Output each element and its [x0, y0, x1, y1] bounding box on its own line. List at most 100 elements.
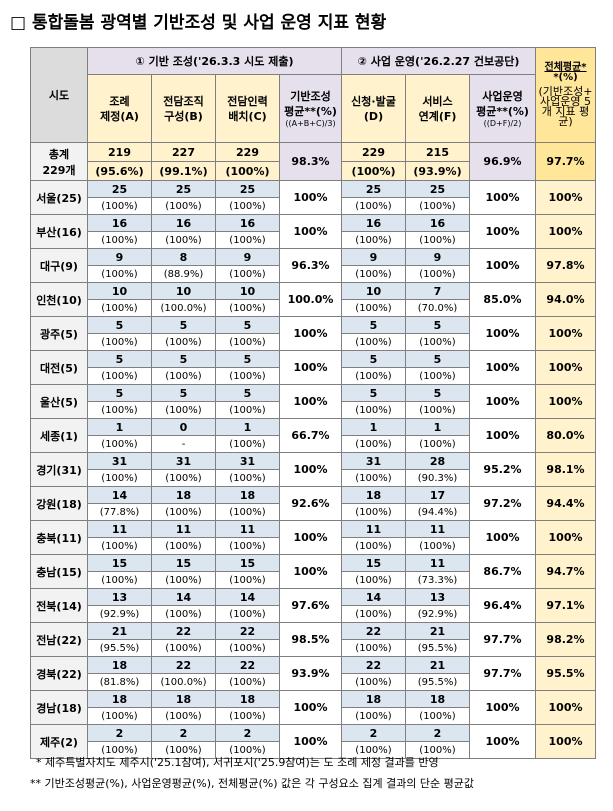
cell-f-pct: (100%) [405, 401, 470, 419]
cell-a-count: 11 [87, 520, 152, 538]
cell-d-count: 2 [341, 724, 406, 742]
cell-op-avg: 100% [468, 316, 537, 351]
cell-c-count: 22 [215, 656, 280, 674]
cell-d-count: 10 [341, 282, 406, 300]
cell-d-pct: (100%) [341, 673, 406, 691]
table-row: 세종(1) 1 0 1 66.7% 1 1 100% 80.0% [30, 418, 597, 453]
cell-b-pct: (100%) [151, 367, 216, 385]
table-row-pct: (100%) (100%) (100%) (100%) (100%) [31, 707, 596, 725]
header-overall-pct: *(%) [553, 72, 578, 83]
cell-d-pct: (100%) [341, 469, 406, 487]
cell-d-count: 9 [341, 248, 406, 266]
cell-overall: 100% [535, 214, 597, 249]
sido-cell: 인천(10) [30, 282, 88, 317]
cell-op-avg: 100% [468, 214, 537, 249]
cell-f-pct: (100%) [405, 537, 470, 555]
cell-f-pct: (100%) [405, 333, 470, 351]
cell-f-count: 17 [405, 486, 470, 504]
table-row: 경북(22) 18 22 22 93.9% 22 21 97.7% 95.5% [30, 656, 597, 691]
cell-b-count: 5 [151, 350, 216, 368]
cell-base-avg: 100% [279, 554, 342, 589]
header-sido: 시도 [30, 47, 88, 143]
table-row: 제주(2) 2 2 2 100% 2 2 100% 100% [30, 724, 597, 759]
cell-a-count: 2 [87, 724, 152, 742]
cell-b-count: 31 [151, 452, 216, 470]
cell-overall: 100% [535, 316, 597, 351]
cell-op-avg: 100% [468, 180, 537, 215]
cell-d-count: 5 [341, 350, 406, 368]
cell-a-count: 31 [87, 452, 152, 470]
table-row: 전북(14) 13 14 14 97.6% 14 13 96.4% 97.1% [30, 588, 597, 623]
cell-overall: 97.8% [535, 248, 597, 283]
page-title: □ 통합돌봄 광역별 기반조성 및 사업 운영 지표 현황 [10, 13, 387, 33]
cell-d-count: 11 [341, 520, 406, 538]
cell-b-count: 5 [151, 384, 216, 402]
cell-f-pct: (100%) [405, 265, 470, 283]
cell-c-count: 18 [215, 690, 280, 708]
cell-overall: 97.1% [535, 588, 597, 623]
cell-op-avg: 100% [468, 248, 537, 283]
cell-f-count: 11 [405, 520, 470, 538]
cell-a-pct: (100%) [87, 367, 152, 385]
cell-b-pct: (100%) [151, 503, 216, 521]
header-f-line1: 서비스 [422, 94, 453, 108]
table-row-pct: (100%) (100%) (100%) (100%) (100%) [31, 197, 596, 215]
cell-a-pct: (81.8%) [87, 673, 152, 691]
cell-d-pct: (100%) [341, 571, 406, 589]
sido-cell: 경북(22) [30, 656, 88, 691]
cell-op-avg: 85.0% [468, 282, 537, 317]
cell-c-count: 25 [215, 180, 280, 198]
cell-a-pct: (100%) [87, 265, 152, 283]
cell-b-pct: (100%) [151, 469, 216, 487]
cell-d-pct: (100%) [341, 707, 406, 725]
table-row-pct: (100%) (100%) (100%) (100%) (100%) [31, 367, 596, 385]
cell-c-count: 5 [215, 350, 280, 368]
cell-f-count: 21 [405, 656, 470, 674]
cell-a-count: 18 [87, 690, 152, 708]
header-base-avg-line2: 평균**(%) [284, 104, 337, 118]
table-row-pct: (81.8%) (100.0%) (100%) (100%) (95.5%) [31, 673, 596, 691]
cell-base-avg: 100% [279, 520, 342, 555]
sido-cell: 광주(5) [30, 316, 88, 351]
cell-d-pct: (100%) [341, 197, 406, 215]
cell-overall: 100% [535, 520, 597, 555]
cell-overall: 100% [535, 690, 597, 725]
cell-d-count: 5 [341, 384, 406, 402]
cell-base-avg: 100% [279, 724, 342, 759]
cell-b-count: 25 [151, 180, 216, 198]
table-row-pct: (100%) (100%) (100%) (100%) (100%) [31, 401, 596, 419]
cell-f-pct: (93.9%) [405, 161, 470, 181]
sido-count: 229개 [42, 163, 76, 177]
footnote-1: * 제주특별자치도 제주시('25.1참여), 서귀포시('25.9참여)는 도… [36, 756, 439, 769]
cell-c-count: 5 [215, 316, 280, 334]
cell-overall: 98.1% [535, 452, 597, 487]
cell-a-count: 14 [87, 486, 152, 504]
table-row-pct: (100%) (100%) (100%) (100%) (100%) [31, 741, 596, 759]
cell-base-avg: 100.0% [279, 282, 342, 317]
cell-c-count: 10 [215, 282, 280, 300]
cell-f-count: 18 [405, 690, 470, 708]
cell-f-pct: (95.5%) [405, 639, 470, 657]
cell-c-pct: (100%) [215, 605, 280, 623]
cell-b-pct: (100%) [151, 605, 216, 623]
header-op-avg-line1: 사업운영 [482, 89, 523, 103]
cell-base-avg: 66.7% [279, 418, 342, 453]
cell-f-count: 16 [405, 214, 470, 232]
sido-cell: 제주(2) [30, 724, 88, 759]
cell-c-pct: (100%) [215, 503, 280, 521]
sido-cell: 충북(11) [30, 520, 88, 555]
sido-cell: 부산(16) [30, 214, 88, 249]
cell-a-pct: (100%) [87, 435, 152, 453]
cell-d-count: 229 [341, 142, 406, 162]
table-row-pct: (100%) (100%) (100%) (100%) (100%) [31, 333, 596, 351]
cell-a-count: 13 [87, 588, 152, 606]
cell-f-count: 7 [405, 282, 470, 300]
cell-op-avg: 100% [468, 350, 537, 385]
cell-f-count: 5 [405, 350, 470, 368]
cell-overall: 95.5% [535, 656, 597, 691]
cell-c-pct: (100%) [215, 231, 280, 249]
cell-base-avg: 93.9% [279, 656, 342, 691]
cell-c-pct: (100%) [215, 333, 280, 351]
cell-f-count: 25 [405, 180, 470, 198]
cell-d-pct: (100%) [341, 537, 406, 555]
